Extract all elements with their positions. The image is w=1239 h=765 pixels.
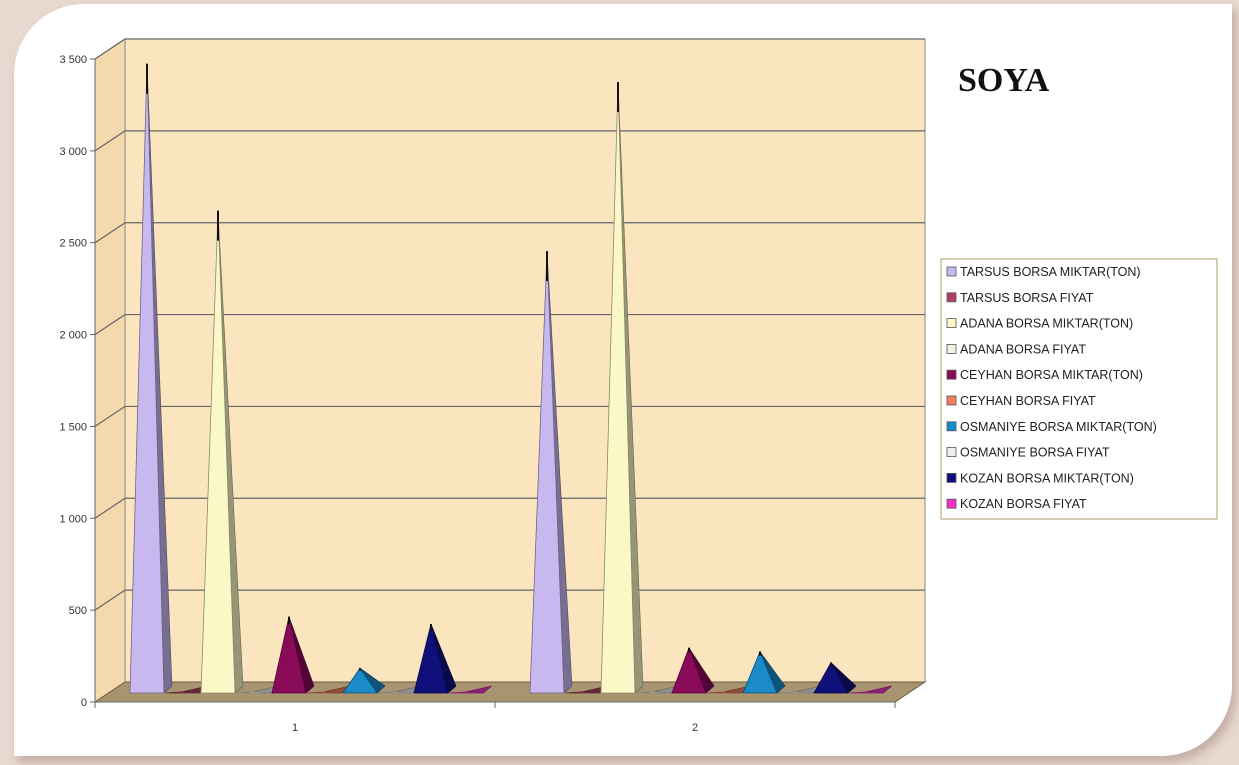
pyramid-mark: [342, 667, 386, 694]
pyramid-front-face: [271, 616, 307, 694]
legend-entry: TARSUS BORSA MIKTAR(TON): [946, 265, 1141, 279]
legend-box: [940, 258, 1218, 520]
gridline: [94, 130, 925, 152]
legend-label: TARSUS BORSA FIYAT: [960, 291, 1094, 305]
legend-label: KOZAN BORSA FIYAT: [960, 497, 1087, 511]
data-pyramids: [129, 63, 892, 694]
y-tick-label: 500: [69, 605, 87, 617]
gridline: [94, 222, 925, 244]
gridline: [94, 497, 925, 519]
y-tick-label: 3 500: [59, 54, 87, 66]
legend: TARSUS BORSA MIKTAR(TON) TARSUS BORSA FIY…: [940, 258, 1218, 520]
legend-entry: ADANA BORSA FIYAT: [946, 342, 1086, 356]
legend-label: CEYHAN BORSA MIKTAR(TON): [960, 368, 1143, 382]
pyramid-front-face: [707, 691, 742, 694]
y-tick-label: 2 000: [59, 330, 87, 342]
legend-label: TARSUS BORSA MIKTAR(TON): [960, 265, 1141, 279]
y-axis-ticks: 0 500 1 000 1 500 2 000 2 500 3 000 3 500: [59, 54, 95, 709]
legend-entry: ADANA BORSA MIKTAR(TON): [946, 317, 1133, 331]
pyramid-front-face: [849, 691, 884, 694]
pyramid-front-face: [165, 691, 200, 694]
pyramid-front-face: [671, 646, 707, 694]
legend-swatch: [946, 318, 957, 329]
legend-label: ADANA BORSA MIKTAR(TON): [960, 317, 1133, 331]
pyramid-front-face: [529, 251, 565, 694]
pyramid-front-face: [449, 691, 484, 694]
pyramid-mark: [813, 661, 857, 694]
pyramid-front-face: [378, 691, 413, 694]
pyramid-mark: [129, 63, 173, 694]
legend-entry: OSMANIYE BORSA FIYAT: [946, 446, 1110, 460]
gridline: [94, 405, 925, 427]
pyramid-front-face: [600, 82, 636, 694]
legend-swatch: [946, 498, 957, 509]
gridline: [94, 38, 925, 60]
legend-label: ADANA BORSA FIYAT: [960, 342, 1086, 356]
plot-area: [94, 38, 926, 703]
y-tick-label: 1 500: [59, 421, 87, 433]
pyramid-front-face: [565, 691, 600, 694]
y-tick-label: 0: [81, 697, 87, 709]
pyramid-mark: [742, 650, 786, 694]
pyramid-mark: [449, 685, 492, 694]
legend-swatch: [946, 472, 957, 483]
chart-title: SOYA: [958, 62, 1050, 99]
legend-entry: CEYHAN BORSA MIKTAR(TON): [946, 368, 1143, 382]
pyramid-front-face: [742, 650, 778, 694]
pyramid-front-face: [636, 691, 671, 694]
pyramid-front-face: [307, 691, 342, 694]
pyramid-front-face: [200, 210, 236, 694]
legend-label: KOZAN BORSA MIKTAR(TON): [960, 471, 1134, 485]
legend-entry: OSMANIYE BORSA MIKTAR(TON): [946, 420, 1157, 434]
y-tick-label: 3 000: [59, 146, 87, 158]
pyramid-mark: [271, 616, 315, 694]
legend-label: OSMANIYE BORSA FIYAT: [960, 446, 1110, 460]
pyramid-front-face: [342, 667, 378, 694]
pyramid-front-face: [813, 661, 849, 694]
legend-swatch: [946, 369, 957, 380]
legend-swatch: [946, 292, 957, 303]
pyramid-mark: [671, 646, 715, 694]
plot-back-wall: [124, 38, 926, 683]
legend-label: CEYHAN BORSA FIYAT: [960, 394, 1096, 408]
legend-label: OSMANIYE BORSA MIKTAR(TON): [960, 420, 1157, 434]
gridline: [94, 313, 925, 336]
pyramid-mark: [413, 623, 457, 694]
pyramid-mark: [600, 82, 644, 694]
legend-swatch: [946, 343, 957, 354]
legend-swatch: [946, 421, 957, 432]
pyramid-front-face: [413, 623, 449, 694]
pyramid-mark: [529, 251, 573, 694]
legend-entry: KOZAN BORSA FIYAT: [946, 497, 1087, 511]
legend-entry: TARSUS BORSA FIYAT: [946, 291, 1094, 305]
pyramid-mark: [849, 685, 892, 694]
x-tick-label: 1: [292, 722, 298, 734]
legend-entry: CEYHAN BORSA FIYAT: [946, 394, 1096, 408]
legend-entry: KOZAN BORSA MIKTAR(TON): [946, 471, 1134, 485]
pyramid-front-face: [778, 691, 813, 694]
pyramid-front-face: [129, 63, 165, 694]
x-tick-label: 2: [692, 722, 698, 734]
legend-swatch: [946, 447, 957, 458]
y-tick-label: 2 500: [59, 238, 87, 250]
plot-side-wall: [94, 38, 126, 703]
legend-swatch: [946, 395, 957, 406]
pyramid-mark: [200, 210, 244, 694]
legend-swatch: [946, 266, 957, 277]
y-tick-label: 1 000: [59, 513, 87, 525]
gridlines: [94, 38, 925, 611]
pyramid-front-face: [236, 691, 271, 694]
gridline: [94, 589, 925, 611]
